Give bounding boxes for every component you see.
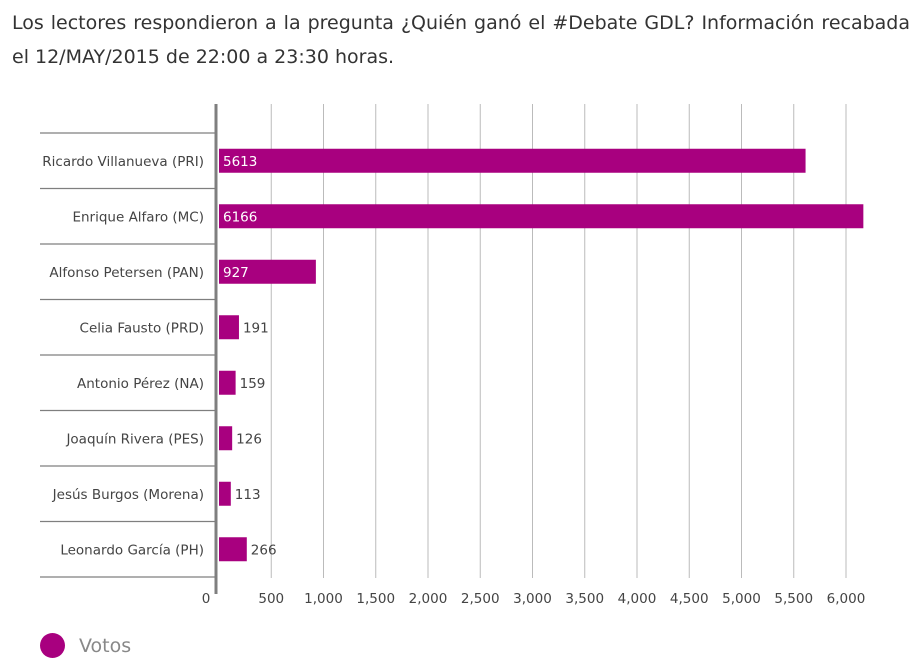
x-tick-label: 2,000 [409,591,448,607]
x-tick-label: 4,000 [618,591,657,607]
category-label: Antonio Pérez (NA) [77,376,204,392]
x-tick-label: 2,500 [461,591,500,607]
data-label: 159 [240,376,266,392]
data-label: 191 [243,320,269,336]
bar [219,370,236,395]
chart-legend: Votos [40,633,131,658]
category-label: Ricardo Villanueva (PRI) [42,154,204,170]
category-label: Alfonso Petersen (PAN) [49,265,204,281]
category-label: Joaquín Rivera (PES) [65,431,204,447]
x-tick-label: 0 [202,591,211,607]
x-tick-label: 5,000 [722,591,761,607]
chart-description: Los lectores respondieron a la pregunta … [12,12,910,68]
bar [219,315,239,340]
x-tick-label: 3,500 [565,591,604,607]
data-label: 5613 [223,154,257,170]
data-label: 126 [236,431,262,447]
category-label: Jesús Burgos (Morena) [52,487,204,503]
data-label: 266 [251,542,277,558]
category-label: Enrique Alfaro (MC) [72,209,204,225]
x-tick-label: 4,500 [670,591,709,607]
bar [219,259,316,284]
x-tick-label: 500 [258,591,284,607]
bar [219,537,247,562]
x-tick-label: 1,500 [356,591,395,607]
category-label: Leonardo García (PH) [60,542,204,558]
bar-chart: Ricardo Villanueva (PRI) 5613 Enrique Alfa… [40,104,866,607]
bar [219,426,233,451]
bar [219,481,231,506]
x-tick-label: 5,500 [774,591,813,607]
data-label: 113 [235,487,261,503]
bar [219,148,806,173]
legend-swatch [40,633,65,658]
category-label: Celia Fausto (PRD) [80,320,204,336]
legend-label: Votos [79,634,132,657]
data-label: 6166 [223,209,257,225]
x-tick-label: 1,000 [304,591,343,607]
bar [219,204,864,229]
x-tick-label: 3,000 [513,591,552,607]
x-tick-label: 6,000 [827,591,866,607]
data-label: 927 [223,265,249,281]
